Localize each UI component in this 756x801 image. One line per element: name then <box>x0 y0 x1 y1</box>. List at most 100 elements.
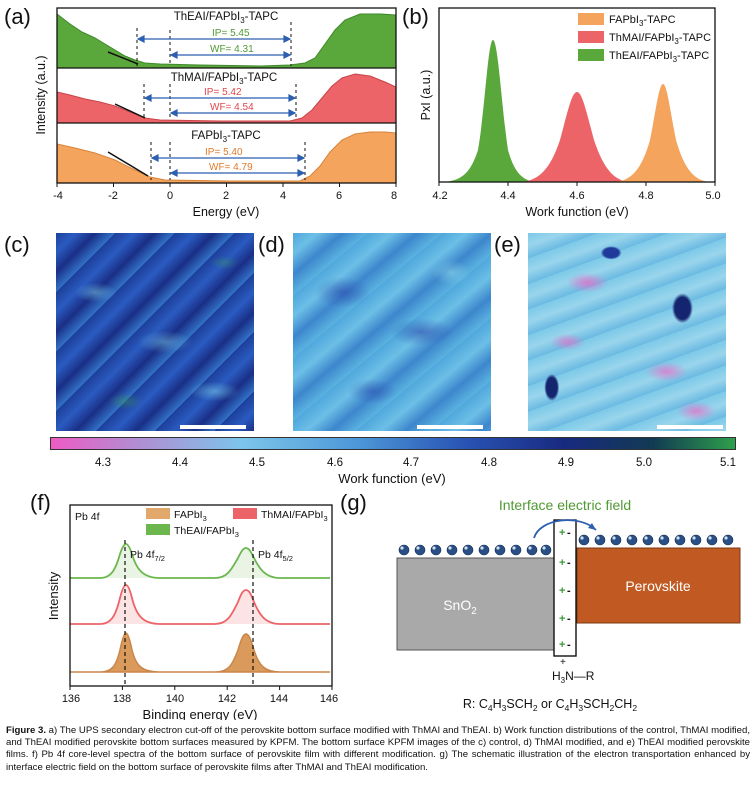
a-xtick-2: 0 <box>167 190 173 202</box>
scale-bar-e <box>657 425 723 429</box>
panel-label-b: (b) <box>402 4 429 29</box>
svg-text:+: + <box>559 527 565 539</box>
cb-tick-8: 5.1 <box>720 457 736 469</box>
caption-text: a) The UPS secondary electron cut-off of… <box>6 725 751 773</box>
svg-text:-: - <box>567 557 571 569</box>
perovskite-block <box>576 547 741 624</box>
panel-label-a: (a) <box>4 4 31 29</box>
svg-text:+: + <box>559 639 565 651</box>
b-xtick-1: 4.4 <box>500 190 515 202</box>
a-xtick-5: 6 <box>336 190 342 202</box>
ip-thmai: IP= 5.42 <box>204 87 242 98</box>
ups-cutoff-chart: ThEAI/FAPbI3-TAPC ThMAI/FAPbI3-TAPC FAPb… <box>34 7 397 219</box>
figure-number: Figure 3. <box>6 725 46 736</box>
panel-label-c: (c) <box>4 232 30 257</box>
a-xtick-3: 2 <box>223 190 229 202</box>
f-xtick-2: 140 <box>166 693 184 705</box>
amine-label: H3N—R <box>552 669 595 685</box>
svg-text:-: - <box>567 639 571 651</box>
f-xtick-1: 138 <box>113 693 131 705</box>
b-legend-thmai: ThMAI/FAPbI3-TAPC <box>609 32 711 46</box>
f-legend-thmai: ThMAI/FAPbI3 <box>261 509 328 523</box>
pb4f-trace-thmai <box>70 584 330 625</box>
kpfm-map-control <box>56 233 254 431</box>
perovskite-label: Perovskite <box>625 578 691 594</box>
a-xtick-0: -4 <box>53 190 63 202</box>
b-legend-theai: ThEAI/FAPbI3-TAPC <box>609 50 709 64</box>
wf-peak-theai <box>439 40 540 182</box>
b-xtick-4: 5.0 <box>705 190 720 202</box>
kpfm-map-theai <box>528 233 726 431</box>
ups-trace-thmai <box>57 73 396 123</box>
cb-tick-5: 4.8 <box>481 457 497 469</box>
a-xtick-6: 8 <box>391 190 397 202</box>
f-xtick-4: 144 <box>270 693 288 705</box>
ups-title-fapbi: FAPbI3-TAPC <box>191 130 260 144</box>
peak-label-5-2: Pb 4f5/2 <box>258 549 293 563</box>
amine-plus: + <box>560 657 566 668</box>
b-xtick-3: 4.8 <box>638 190 653 202</box>
f-xtick-0: 136 <box>62 693 80 705</box>
panel-label-e: (e) <box>494 232 521 257</box>
b-legend-fapbi: FAPbI3-TAPC <box>609 14 676 28</box>
wf-theai: WF= 4.31 <box>210 44 254 55</box>
ups-title-theai: ThEAI/FAPbI3-TAPC <box>174 11 279 25</box>
wf-thmai: WF= 4.54 <box>210 102 254 113</box>
wf-distribution-chart: 4.2 4.4 4.6 4.8 5.0 Work function (eV) P… <box>419 7 721 219</box>
b-xtick-0: 4.2 <box>432 190 447 202</box>
figure-caption: Figure 3. a) The UPS secondary electron … <box>6 725 750 774</box>
cb-tick-2: 4.5 <box>249 457 265 469</box>
wf-fapbi: WF= 4.79 <box>209 162 253 173</box>
a-ylabel: Intensity (a.u.) <box>34 55 48 134</box>
b-xtick-2: 4.6 <box>569 190 584 202</box>
r-group-label: R: C4H3SCH2 or C4H3SCH2CH2 <box>463 697 637 713</box>
f-xlabel: Binding energy (eV) <box>143 707 258 720</box>
f-xtick-5: 146 <box>320 693 338 705</box>
wf-peak-fapbi <box>612 84 712 182</box>
colorbar-axis: 4.3 4.4 4.5 4.6 4.7 4.8 4.9 5.0 5.1 Work… <box>95 457 736 486</box>
f-legend-fapbi: FAPbI3 <box>174 509 207 523</box>
wf-peak-thmai <box>518 92 632 182</box>
svg-text:+: + <box>559 585 565 597</box>
panel-label-f: (f) <box>30 490 51 515</box>
svg-text:-: - <box>567 585 571 597</box>
svg-text:-: - <box>567 613 571 625</box>
cb-tick-6: 4.9 <box>558 457 574 469</box>
f-corner-label: Pb 4f <box>75 511 100 523</box>
cb-tick-7: 5.0 <box>636 457 652 469</box>
a-xlabel: Energy (eV) <box>193 205 260 219</box>
pb4f-trace-theai <box>70 543 330 579</box>
f-xtick-3: 142 <box>218 693 236 705</box>
kpfm-map-thmai <box>293 233 491 431</box>
scale-bar-c <box>180 425 246 429</box>
interface-schematic: Interface electric field SnO2 Perovskite… <box>396 497 741 713</box>
cb-label: Work function (eV) <box>338 471 445 486</box>
sno2-label: SnO2 <box>443 597 477 617</box>
b-xlabel: Work function (eV) <box>525 205 628 219</box>
g-title: Interface electric field <box>499 497 631 513</box>
panel-label-d: (d) <box>258 232 285 257</box>
scale-bar-d <box>417 425 483 429</box>
b-ylabel: PxI (a.u.) <box>419 70 433 121</box>
ip-theai: IP= 5.45 <box>212 28 250 39</box>
ip-fapbi: IP= 5.40 <box>205 147 243 158</box>
sno2-block <box>396 557 556 651</box>
svg-text:+: + <box>559 613 565 625</box>
pb4f-chart: 136 138 140 142 144 146 Binding energy (… <box>46 504 338 720</box>
cb-tick-1: 4.4 <box>172 457 189 469</box>
ups-title-thmai: ThMAI/FAPbI3-TAPC <box>171 72 278 86</box>
work-function-colorbar <box>50 437 736 450</box>
svg-text:-: - <box>567 527 571 539</box>
cb-tick-0: 4.3 <box>95 457 111 469</box>
f-ylabel: Intensity <box>46 571 61 620</box>
svg-text:+: + <box>559 557 565 569</box>
cb-tick-4: 4.7 <box>403 457 419 469</box>
ups-trace-theai <box>57 13 396 68</box>
a-xtick-4: 4 <box>280 190 286 202</box>
panel-label-g: (g) <box>340 490 367 515</box>
cb-tick-3: 4.6 <box>327 457 343 469</box>
pb4f-trace-fapbi <box>70 632 330 673</box>
ups-trace-fapbi <box>57 131 396 183</box>
peak-label-7-2: Pb 4f7/2 <box>130 549 165 563</box>
f-legend-theai: ThEAI/FAPbI3 <box>174 525 239 539</box>
